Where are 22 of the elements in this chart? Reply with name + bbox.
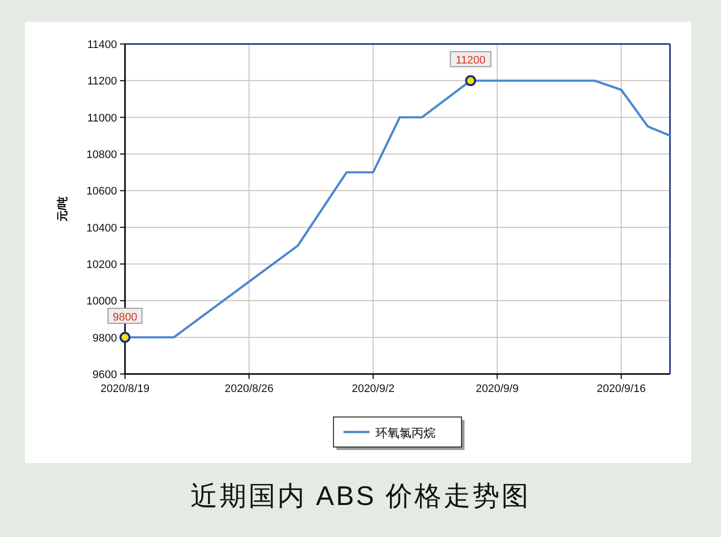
annotation: 11200 xyxy=(450,51,492,86)
x-tick-label: 2020/8/19 xyxy=(100,383,150,395)
y-tick-label: 10800 xyxy=(86,149,117,161)
y-tick-label: 10000 xyxy=(86,296,117,308)
y-tick-label: 11400 xyxy=(87,39,117,51)
x-tick-label: 2020/9/16 xyxy=(596,383,646,395)
legend-label: 环氧氯丙烷 xyxy=(376,426,436,440)
y-tick-label: 11200 xyxy=(87,76,117,88)
y-tick-label: 11000 xyxy=(87,112,117,124)
annotation: 9800 xyxy=(112,311,138,324)
y-tick-label: 9600 xyxy=(92,369,117,381)
legend: 环氧氯丙烷 xyxy=(333,416,464,450)
y-tick-label: 9800 xyxy=(92,332,117,344)
annotation: 11200 xyxy=(456,54,486,67)
y-tick-label: 10200 xyxy=(86,259,117,271)
x-tick-label: 2020/9/2 xyxy=(352,383,395,395)
text: 近期国内 ABS 价格走势图 xyxy=(190,481,531,511)
x-tick-label: 2020/8/26 xyxy=(224,383,274,395)
y-tick-label: 10600 xyxy=(86,186,117,198)
y-axis-title: 元/吨 xyxy=(56,196,69,223)
x-tick-label: 2020/9/9 xyxy=(476,383,519,395)
y-tick-label: 10400 xyxy=(86,222,117,234)
